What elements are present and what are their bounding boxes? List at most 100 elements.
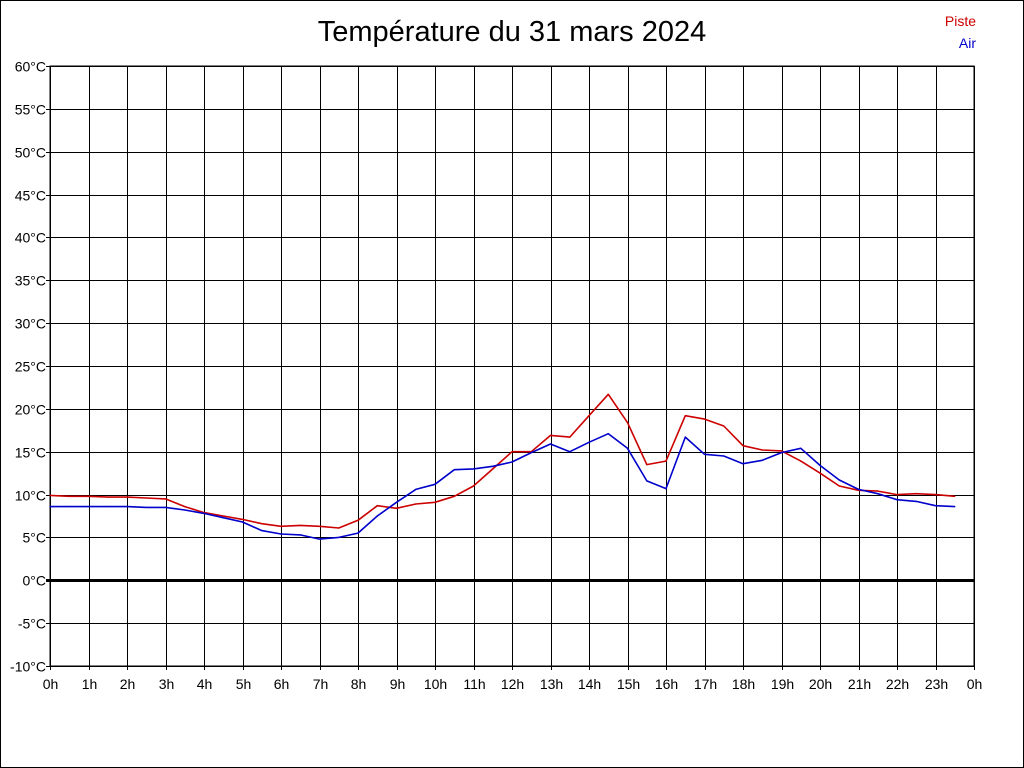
x-tick-label: 14h [578,676,601,692]
data-point-piste [395,507,398,509]
x-tick-label: 11h [463,676,485,692]
data-point-piste [588,415,590,417]
data-point-air [68,506,70,508]
x-tick-label: 0h [967,676,983,692]
data-point-piste [626,422,629,424]
data-point-air [164,506,167,508]
x-tick-label: 17h [694,676,717,692]
data-point-piste [453,495,455,497]
data-point-piste [164,498,167,500]
data-point-air [857,488,860,490]
data-point-piste [357,519,359,521]
y-tick-label: 0°C [23,573,47,589]
data-point-air [723,455,725,457]
y-tick-label: 55°C [15,102,46,118]
legend-piste: Piste [944,13,976,29]
data-point-piste [261,523,263,525]
x-tick-label: 21h [848,676,871,692]
data-point-air [492,465,494,467]
y-tick-label: 50°C [15,145,46,161]
x-tick-label: 12h [501,676,524,692]
data-point-piste [684,415,686,417]
data-point-air [222,517,224,519]
data-point-air [87,506,90,508]
data-point-air [357,532,359,534]
y-tick-label: 45°C [15,188,46,204]
data-point-air [665,488,667,490]
data-point-piste [318,525,321,527]
x-tick-label: 16h [655,676,678,692]
data-point-air [280,533,282,535]
series-line-air [50,432,955,540]
legend-air: Air [958,35,976,51]
data-point-air [819,464,821,466]
y-tick-label: -10°C [10,659,46,675]
x-tick-label: 22h [886,676,909,692]
data-point-air [934,505,937,507]
data-point-air [761,459,763,461]
x-tick-label: 8h [351,676,367,692]
data-point-air [915,500,917,502]
data-point-air [800,447,802,449]
data-point-piste [145,497,147,499]
data-point-piste [742,445,744,447]
x-tick-label: 10h [424,676,447,692]
data-point-piste [434,501,436,503]
series-lines [49,393,956,540]
data-point-air [126,506,128,508]
data-point-air [742,463,744,465]
data-point-air [626,447,629,449]
data-point-air [49,506,51,508]
x-tick-label: 13h [540,676,563,692]
data-point-piste [126,496,128,498]
data-point-air [569,451,571,453]
data-point-piste [222,515,224,517]
data-point-air [588,441,590,443]
data-point-air [415,488,417,490]
x-tick-label: 3h [159,676,175,692]
data-point-piste [569,436,571,438]
data-point-air [434,483,436,485]
data-point-piste [915,493,917,495]
data-point-air [261,530,263,532]
data-point-piste [107,496,109,498]
x-tick-label: 18h [732,676,755,692]
data-point-air [203,512,205,515]
data-point-piste [703,418,706,420]
data-point-piste [646,464,648,466]
x-tick-label: 2h [120,676,136,692]
series-line-piste [49,393,955,529]
data-point-piste [954,495,956,497]
data-point-air [318,538,321,540]
data-point-piste [800,460,802,462]
data-point-air [472,468,475,470]
x-tick-label: 1h [82,676,98,692]
data-point-piste [472,485,475,487]
y-tick-label: 10°C [15,488,46,504]
data-point-air [607,433,609,435]
data-point-air [646,480,648,482]
data-point-air [703,453,706,455]
axis-tick-labels: 0h 1h 2h 3h 4h 5h 6h 7h 8h 9h 10h 11h 12h 13h 14h 15h 16… [10,59,982,693]
data-point-piste [338,527,340,529]
data-point-piste [549,434,552,436]
data-point-piste [607,393,609,395]
y-tick-label: 60°C [15,59,46,75]
y-tick-label: 5°C [23,530,47,546]
data-point-piste [49,494,51,496]
x-tick-label: 6h [274,676,290,692]
data-point-piste [492,468,494,470]
y-tick-label: 15°C [15,445,46,461]
data-point-air [780,452,783,454]
data-point-piste [280,525,282,527]
data-point-piste [415,503,417,505]
data-point-air [241,521,244,523]
data-point-piste [511,451,513,453]
data-point-air [299,534,301,536]
data-point-air [184,509,186,511]
data-point-air [684,436,686,438]
data-point-piste [819,472,821,474]
y-tick-label: 30°C [15,316,46,332]
data-point-piste [780,450,783,452]
